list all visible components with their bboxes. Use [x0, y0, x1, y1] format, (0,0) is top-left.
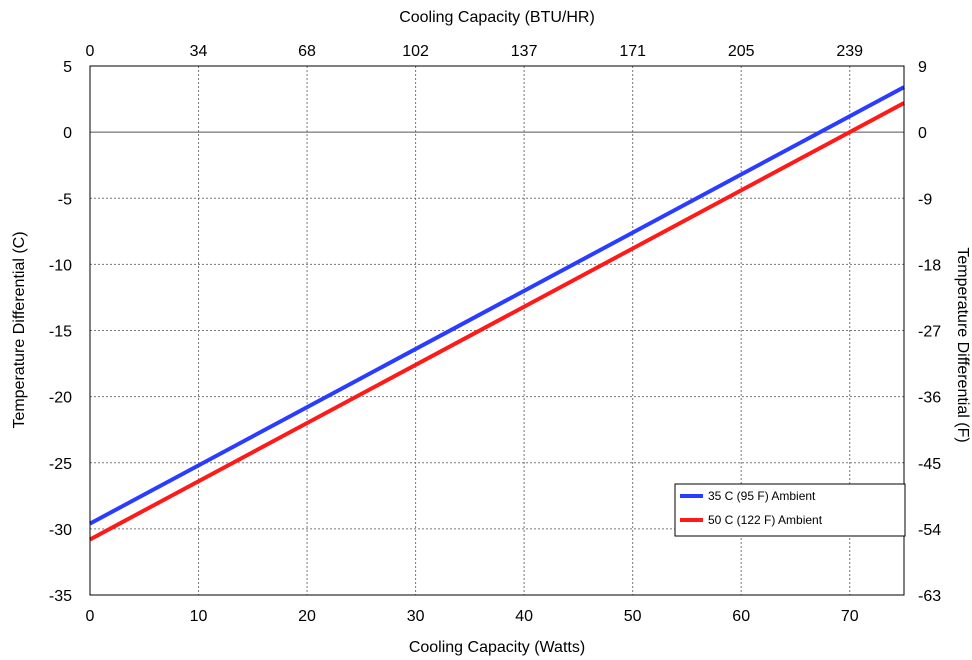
x-tick-label: 70	[841, 608, 859, 625]
legend-label-2: 50 C (122 F) Ambient	[708, 513, 823, 527]
x2-tick-label: 171	[619, 43, 646, 60]
x2-tick-label: 34	[190, 43, 208, 60]
y2-tick-label: 0	[918, 125, 927, 142]
x-tick-label: 50	[624, 608, 642, 625]
y2-tick-label: -36	[918, 390, 941, 407]
y-tick-label: -30	[49, 522, 72, 539]
x-tick-label: 40	[515, 608, 533, 625]
x-tick-label: 60	[732, 608, 750, 625]
y-tick-label: -20	[49, 390, 72, 407]
x2-tick-label: 0	[86, 43, 95, 60]
series-group	[89, 85, 905, 542]
y-tick-label: -15	[49, 324, 72, 341]
x2-tick-label: 205	[728, 43, 755, 60]
y2-tick-label: -27	[918, 324, 941, 341]
y-tick-label: -5	[58, 191, 72, 208]
y2-tick-label: 9	[918, 59, 927, 76]
y2-tick-label: -9	[918, 191, 932, 208]
y2-tick-label: -54	[918, 522, 941, 539]
y2-tick-label: -63	[918, 588, 941, 605]
legend: 35 C (95 F) Ambient 50 C (122 F) Ambient	[674, 483, 906, 537]
y-tick-label: 0	[63, 125, 72, 142]
x-tick-label: 10	[190, 608, 208, 625]
y-tick-label: -35	[49, 588, 72, 605]
series-line-1	[89, 85, 905, 526]
y-axis-title: Temperature Differential (C)	[11, 231, 28, 428]
x2-axis-title: Cooling Capacity (BTU/HR)	[399, 9, 595, 26]
y2-axis-title: Temperature Differential (F)	[954, 247, 971, 442]
series-line-2	[89, 101, 905, 542]
x-tick-label: 30	[407, 608, 425, 625]
x2-tick-label: 68	[298, 43, 316, 60]
x-axis-title: Cooling Capacity (Watts)	[409, 639, 585, 656]
legend-label-1: 35 C (95 F) Ambient	[708, 489, 816, 503]
legend-box	[674, 483, 906, 537]
x2-tick-label: 102	[402, 43, 429, 60]
y-tick-label: 5	[63, 59, 72, 76]
x-tick-label: 20	[298, 608, 316, 625]
x2-tick-label: 137	[511, 43, 538, 60]
y2-tick-label: -45	[918, 456, 941, 473]
y-tick-label: -25	[49, 456, 72, 473]
y-tick-label: -10	[49, 257, 72, 274]
x2-tick-label: 239	[836, 43, 863, 60]
plot-frame	[89, 65, 905, 596]
y2-tick-label: -18	[918, 257, 941, 274]
x-tick-label: 0	[86, 608, 95, 625]
